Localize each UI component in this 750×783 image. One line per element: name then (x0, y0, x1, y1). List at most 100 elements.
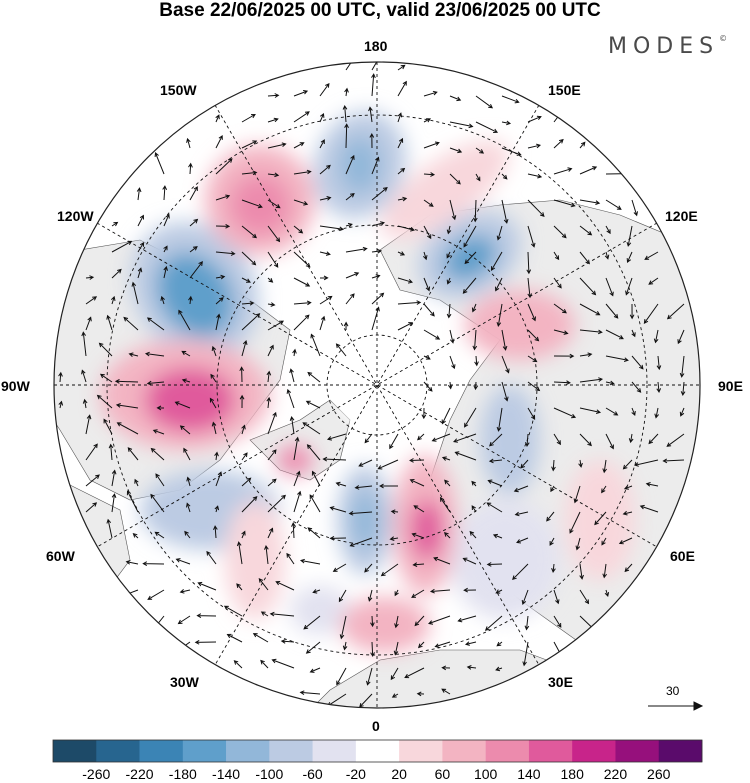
wind-vector (679, 355, 685, 378)
wind-vector (486, 502, 503, 513)
wind-vector (501, 173, 508, 180)
wind-vector (111, 221, 119, 227)
wind-vector (267, 172, 280, 178)
wind-vector (293, 225, 304, 234)
lon-label-30e: 30E (548, 674, 573, 690)
wind-vector (215, 223, 231, 229)
wind-vector (524, 433, 530, 448)
wind-vector (312, 589, 321, 594)
wind-vector (293, 111, 310, 123)
wind-vector (329, 506, 347, 513)
reference-vector-label: 30 (666, 684, 680, 698)
wind-vector (319, 251, 331, 256)
colorbar-swatch (182, 740, 227, 762)
wind-vector (241, 477, 252, 487)
wind-vector (344, 87, 349, 97)
colorbar-tick-label: 60 (434, 766, 451, 782)
wind-vector (111, 469, 117, 487)
wind-vector (546, 511, 555, 522)
wind-vector (472, 329, 478, 351)
wind-vector (628, 433, 634, 444)
wind-vector (428, 615, 451, 625)
wind-vector (260, 611, 269, 617)
wind-vector (411, 589, 425, 598)
wind-vector (579, 225, 593, 236)
wind-vector (496, 407, 503, 432)
wind-vector (656, 381, 662, 394)
wind-vector (602, 459, 607, 474)
wind-vector (421, 407, 427, 420)
wind-vector (594, 511, 607, 526)
wind-vector (397, 112, 403, 123)
pos-anomaly-3 (381, 140, 509, 240)
wind-vector (280, 639, 295, 644)
wind-vector (267, 449, 277, 461)
wind-vector (154, 531, 165, 539)
wind-vector (369, 132, 375, 149)
wind-vector (111, 240, 133, 253)
wind-vector (364, 563, 373, 573)
wind-vector (446, 303, 452, 319)
wind-vector (241, 251, 257, 266)
wind-vector (156, 405, 165, 411)
wind-vector (579, 277, 597, 296)
wind-vector (267, 320, 285, 331)
wind-vector (464, 641, 477, 646)
wind-vector (371, 248, 383, 254)
wind-vector (155, 473, 165, 487)
wind-vector (527, 303, 536, 322)
wind-vector (188, 295, 193, 305)
wind-vector (423, 141, 440, 149)
wind-vector (99, 373, 113, 383)
wind-vector (579, 199, 601, 205)
wind-vector (439, 496, 451, 513)
wind-vector (326, 433, 347, 441)
wind-vector (197, 581, 217, 591)
wind-vector (267, 302, 276, 307)
wind-vector (181, 350, 191, 357)
colorbar-swatch (485, 740, 530, 762)
wind-vector (293, 90, 309, 97)
wind-vector (342, 641, 348, 651)
wind-vector (522, 641, 529, 667)
wind-vector (662, 458, 685, 464)
wind-vector (345, 293, 355, 305)
neg-anomaly-4 (480, 385, 540, 495)
wind-vector (626, 225, 633, 247)
wind-vector (106, 314, 113, 331)
wind-vector (241, 496, 258, 513)
neg-anomaly-8 (290, 585, 350, 635)
wind-vector (85, 296, 98, 305)
wind-vector (108, 443, 114, 461)
wind-vector (116, 422, 139, 435)
colorbar-tick-label: 140 (517, 766, 541, 782)
wind-vector (371, 274, 381, 279)
wind-vector (602, 563, 607, 579)
colorbar-tick-label: 220 (603, 766, 628, 782)
wind-vector (241, 313, 261, 331)
pos-anomaly-6 (277, 445, 313, 475)
wind-vector (358, 459, 373, 467)
wind-vector (618, 537, 633, 545)
wind-vector (252, 633, 269, 643)
colorbar-swatch (226, 740, 270, 762)
wind-vector (307, 527, 321, 539)
wind-vector (184, 530, 191, 539)
wind-vector (643, 303, 659, 324)
wind-vector (527, 381, 541, 392)
wind-vector (645, 482, 659, 487)
pos-anomaly-7 (225, 500, 285, 620)
wind-vector (305, 400, 321, 409)
wind-vector (397, 196, 408, 202)
wind-vector (215, 158, 233, 175)
wind-vector (82, 398, 88, 409)
wind-vector (449, 147, 463, 154)
wind-vector (471, 480, 477, 487)
wind-vector (368, 106, 373, 123)
wind-vector (160, 295, 165, 305)
wind-vector (573, 485, 581, 504)
wind-vector (241, 170, 258, 176)
reference-vector-arrow (648, 701, 704, 711)
wind-vector (264, 544, 269, 565)
wind-vector (486, 562, 503, 567)
